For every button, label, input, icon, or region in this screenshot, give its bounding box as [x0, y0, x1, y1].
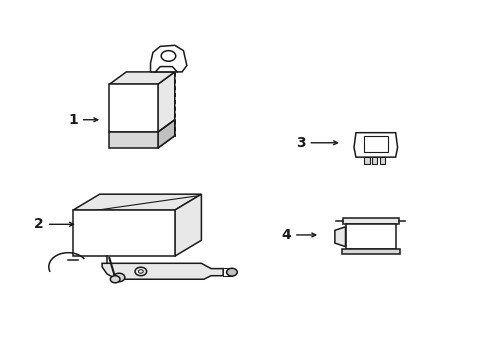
Polygon shape [354, 133, 397, 157]
Polygon shape [73, 210, 175, 256]
Polygon shape [372, 157, 377, 163]
Ellipse shape [226, 268, 237, 276]
Polygon shape [109, 132, 158, 148]
Polygon shape [73, 194, 201, 210]
Text: 1: 1 [68, 113, 98, 127]
Circle shape [113, 273, 125, 282]
Polygon shape [342, 249, 400, 255]
Polygon shape [345, 224, 396, 249]
Polygon shape [158, 72, 175, 148]
Polygon shape [175, 194, 201, 256]
Polygon shape [380, 157, 385, 163]
Polygon shape [335, 227, 345, 247]
Polygon shape [109, 84, 158, 132]
Text: 4: 4 [281, 228, 316, 242]
Polygon shape [343, 218, 399, 224]
Polygon shape [364, 157, 369, 163]
Circle shape [110, 276, 120, 283]
Polygon shape [158, 120, 175, 148]
Polygon shape [109, 72, 175, 84]
Text: 3: 3 [296, 136, 338, 150]
Polygon shape [102, 263, 223, 279]
Text: 2: 2 [34, 217, 74, 231]
Polygon shape [150, 45, 187, 72]
